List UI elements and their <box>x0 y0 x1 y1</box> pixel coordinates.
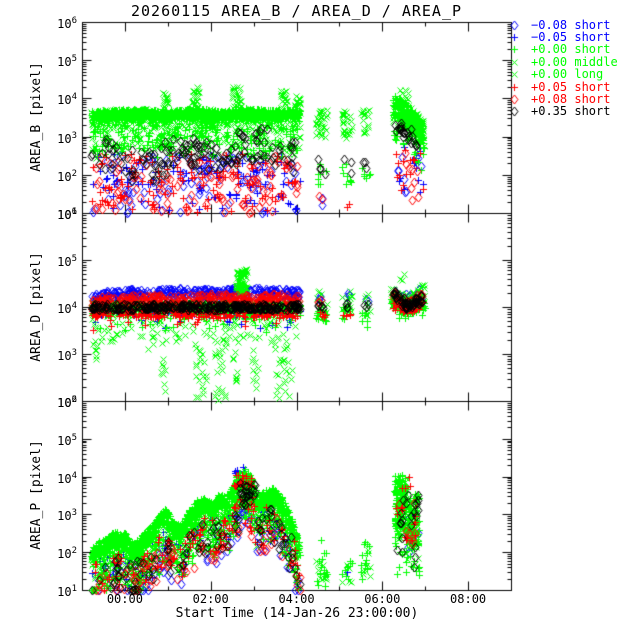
y-tick-label: 102 <box>57 546 77 562</box>
legend-label: +0.00 short <box>531 42 611 57</box>
y-tick-label: 103 <box>57 348 77 363</box>
panel-area-d <box>82 213 511 401</box>
legend-entry: −0.08 short <box>504 17 611 32</box>
y-tick-label: 104 <box>57 301 77 316</box>
y-tick-label: 105 <box>57 254 77 269</box>
legend-label: +0.00 middle <box>531 54 618 69</box>
legend-entry: +0.05 short <box>504 79 611 94</box>
legend-label: −0.08 short <box>531 17 611 32</box>
y-tick-label: 105 <box>57 54 77 70</box>
x-tick-label: 02:00 <box>192 592 229 606</box>
panel-area-b <box>82 22 511 213</box>
x-tick-label: 04:00 <box>278 592 315 606</box>
x-axis-title: Start Time (14-Jan-26 23:00:00) <box>175 606 419 621</box>
legend-entry: −0.05 short <box>504 31 610 44</box>
y-tick-label: 102 <box>57 395 77 410</box>
y-axis-title-area-d: AREA_D [pixel] <box>29 252 44 362</box>
y-tick-label: 105 <box>57 432 77 448</box>
legend-label: −0.05 short <box>531 30 611 44</box>
y-tick-label: 103 <box>57 508 77 524</box>
x-tick-label: 08:00 <box>450 592 487 606</box>
legend-label: +0.05 short <box>531 79 611 94</box>
legend-entry: +0.35 short <box>504 105 610 118</box>
x-tick-label: 06:00 <box>364 592 401 606</box>
y-tick-label: 103 <box>57 130 77 146</box>
legend-label: +0.35 short <box>531 104 611 119</box>
plot-title: 20260115 AREA_B / AREA_D / AREA_P <box>130 2 462 20</box>
x-tick-label: 00:00 <box>106 592 143 606</box>
legend-entry: +0.08 short <box>504 93 610 106</box>
y-tick-label: 106 <box>57 207 77 222</box>
y-tick-label: 102 <box>57 168 77 184</box>
y-axis-title-area-p: AREA_P [pixel] <box>29 440 44 550</box>
y-tick-label: 106 <box>57 16 77 31</box>
legend-label: +0.00 long <box>531 67 604 82</box>
legend-entry: +0.00 short <box>504 43 610 56</box>
legend-entry: +0.00 long <box>504 68 603 81</box>
y-axis-title-area-b: AREA_B [pixel] <box>29 62 44 172</box>
legend-entry: +0.00 middle <box>504 54 618 69</box>
y-tick-label: 101 <box>57 207 77 222</box>
legend-label: +0.08 short <box>531 92 611 106</box>
panel-area-p <box>82 401 511 590</box>
y-tick-label: 104 <box>57 470 77 486</box>
y-tick-label: 106 <box>57 395 77 410</box>
y-tick-label: 104 <box>57 92 77 108</box>
y-tick-label: 101 <box>57 584 77 599</box>
